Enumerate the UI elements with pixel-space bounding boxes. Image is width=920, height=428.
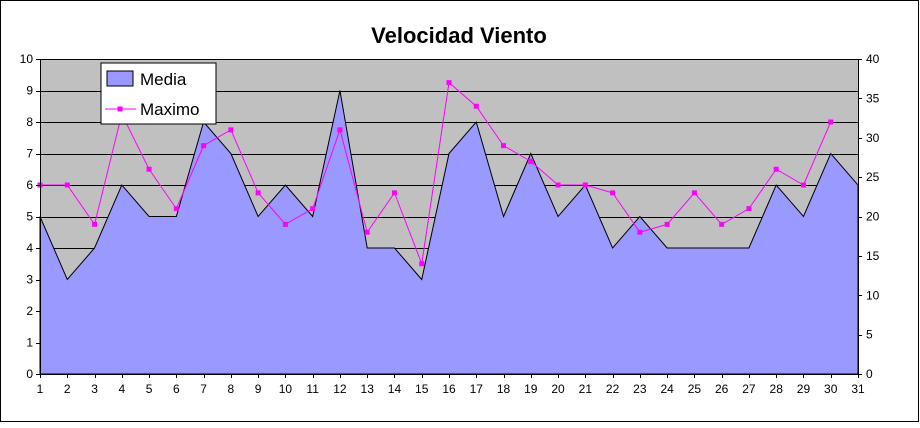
marker-maximo-16 — [446, 80, 452, 86]
x-tick-label-24: 24 — [660, 382, 674, 396]
x-tick-label-22: 22 — [606, 382, 620, 396]
marker-maximo-14 — [391, 190, 397, 196]
x-tick-label-27: 27 — [742, 382, 756, 396]
x-tick-label-26: 26 — [715, 382, 729, 396]
x-tick-label-1: 1 — [37, 382, 44, 396]
legend-swatch-maximo-marker — [117, 106, 123, 112]
marker-maximo-25 — [691, 190, 697, 196]
marker-maximo-7 — [201, 143, 207, 149]
y-tick-label-right-30: 30 — [866, 131, 880, 145]
marker-maximo-18 — [501, 143, 507, 149]
legend-swatch-media — [106, 70, 134, 87]
y-tick-label-right-15: 15 — [866, 249, 880, 263]
y-tick-label-left-9: 9 — [26, 84, 33, 98]
x-tick-label-25: 25 — [688, 382, 702, 396]
y-tick-label-left-6: 6 — [26, 178, 33, 192]
marker-maximo-11 — [310, 206, 316, 212]
marker-maximo-3 — [92, 221, 98, 227]
marker-maximo-2 — [64, 182, 70, 188]
marker-maximo-28 — [773, 166, 779, 172]
x-tick-label-4: 4 — [118, 382, 125, 396]
x-tick-label-6: 6 — [173, 382, 180, 396]
y-tick-label-right-35: 35 — [866, 91, 880, 105]
marker-maximo-19 — [528, 158, 534, 164]
x-tick-label-14: 14 — [388, 382, 402, 396]
marker-maximo-24 — [664, 221, 670, 227]
area-media — [39, 90, 859, 375]
marker-maximo-5 — [146, 166, 152, 172]
x-tick-label-2: 2 — [64, 382, 71, 396]
marker-maximo-27 — [746, 206, 752, 212]
legend-label-media: Media — [140, 70, 187, 89]
marker-maximo-26 — [719, 221, 725, 227]
y-tick-label-right-10: 10 — [866, 288, 880, 302]
y-tick-label-right-0: 0 — [866, 367, 873, 381]
x-tick-label-30: 30 — [824, 382, 838, 396]
line-series-maximo — [37, 80, 834, 267]
x-tick-label-12: 12 — [333, 382, 347, 396]
marker-maximo-30 — [828, 119, 834, 125]
x-tick-label-28: 28 — [770, 382, 784, 396]
marker-maximo-21 — [582, 182, 588, 188]
x-tick-label-5: 5 — [146, 382, 153, 396]
marker-maximo-22 — [610, 190, 616, 196]
y-tick-label-left-2: 2 — [26, 304, 33, 318]
x-tick-label-15: 15 — [415, 382, 429, 396]
marker-maximo-29 — [800, 182, 806, 188]
y-tick-label-left-10: 10 — [20, 52, 34, 66]
x-tick-label-8: 8 — [228, 382, 235, 396]
x-tick-label-11: 11 — [306, 382, 319, 396]
line-maximo — [40, 81, 832, 266]
y-tick-label-left-8: 8 — [26, 115, 33, 129]
y-tick-label-right-20: 20 — [866, 210, 880, 224]
marker-maximo-15 — [419, 261, 425, 267]
y-tick-label-right-5: 5 — [866, 328, 873, 342]
marker-maximo-10 — [282, 221, 288, 227]
chart-title: Velocidad Viento — [371, 23, 547, 48]
x-tick-label-20: 20 — [551, 382, 565, 396]
x-tick-label-17: 17 — [470, 382, 484, 396]
marker-maximo-9 — [255, 190, 261, 196]
y-tick-label-left-4: 4 — [26, 241, 33, 255]
marker-maximo-8 — [228, 127, 234, 133]
x-tick-label-7: 7 — [200, 382, 207, 396]
x-tick-label-21: 21 — [579, 382, 593, 396]
marker-maximo-17 — [473, 103, 479, 109]
y-tick-label-right-40: 40 — [866, 52, 880, 66]
y-tick-label-left-5: 5 — [26, 210, 33, 224]
x-tick-label-3: 3 — [91, 382, 98, 396]
y-tick-label-left-3: 3 — [26, 273, 33, 287]
x-tick-label-31: 31 — [851, 382, 865, 396]
x-tick-label-16: 16 — [442, 382, 456, 396]
legend: Media Maximo — [100, 62, 217, 125]
y-tick-label-left-1: 1 — [26, 336, 33, 350]
x-tick-label-23: 23 — [633, 382, 647, 396]
area-series-media — [39, 90, 859, 375]
x-tick-label-19: 19 — [524, 382, 538, 396]
x-tick-label-10: 10 — [279, 382, 293, 396]
x-tick-label-18: 18 — [497, 382, 511, 396]
y-tick-label-left-0: 0 — [26, 367, 33, 381]
marker-maximo-6 — [173, 206, 179, 212]
marker-maximo-12 — [337, 127, 343, 133]
x-tick-label-13: 13 — [361, 382, 375, 396]
marker-maximo-13 — [364, 229, 370, 235]
marker-maximo-23 — [637, 229, 643, 235]
legend-label-maximo: Maximo — [140, 100, 200, 119]
x-tick-label-29: 29 — [797, 382, 811, 396]
marker-maximo-20 — [555, 182, 561, 188]
y-tick-label-left-7: 7 — [26, 147, 33, 161]
x-tick-label-9: 9 — [255, 382, 262, 396]
y-tick-label-right-25: 25 — [866, 170, 880, 184]
